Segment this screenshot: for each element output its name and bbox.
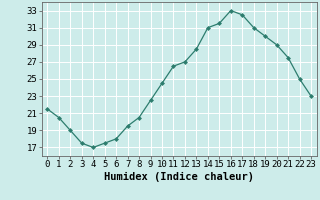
- X-axis label: Humidex (Indice chaleur): Humidex (Indice chaleur): [104, 172, 254, 182]
